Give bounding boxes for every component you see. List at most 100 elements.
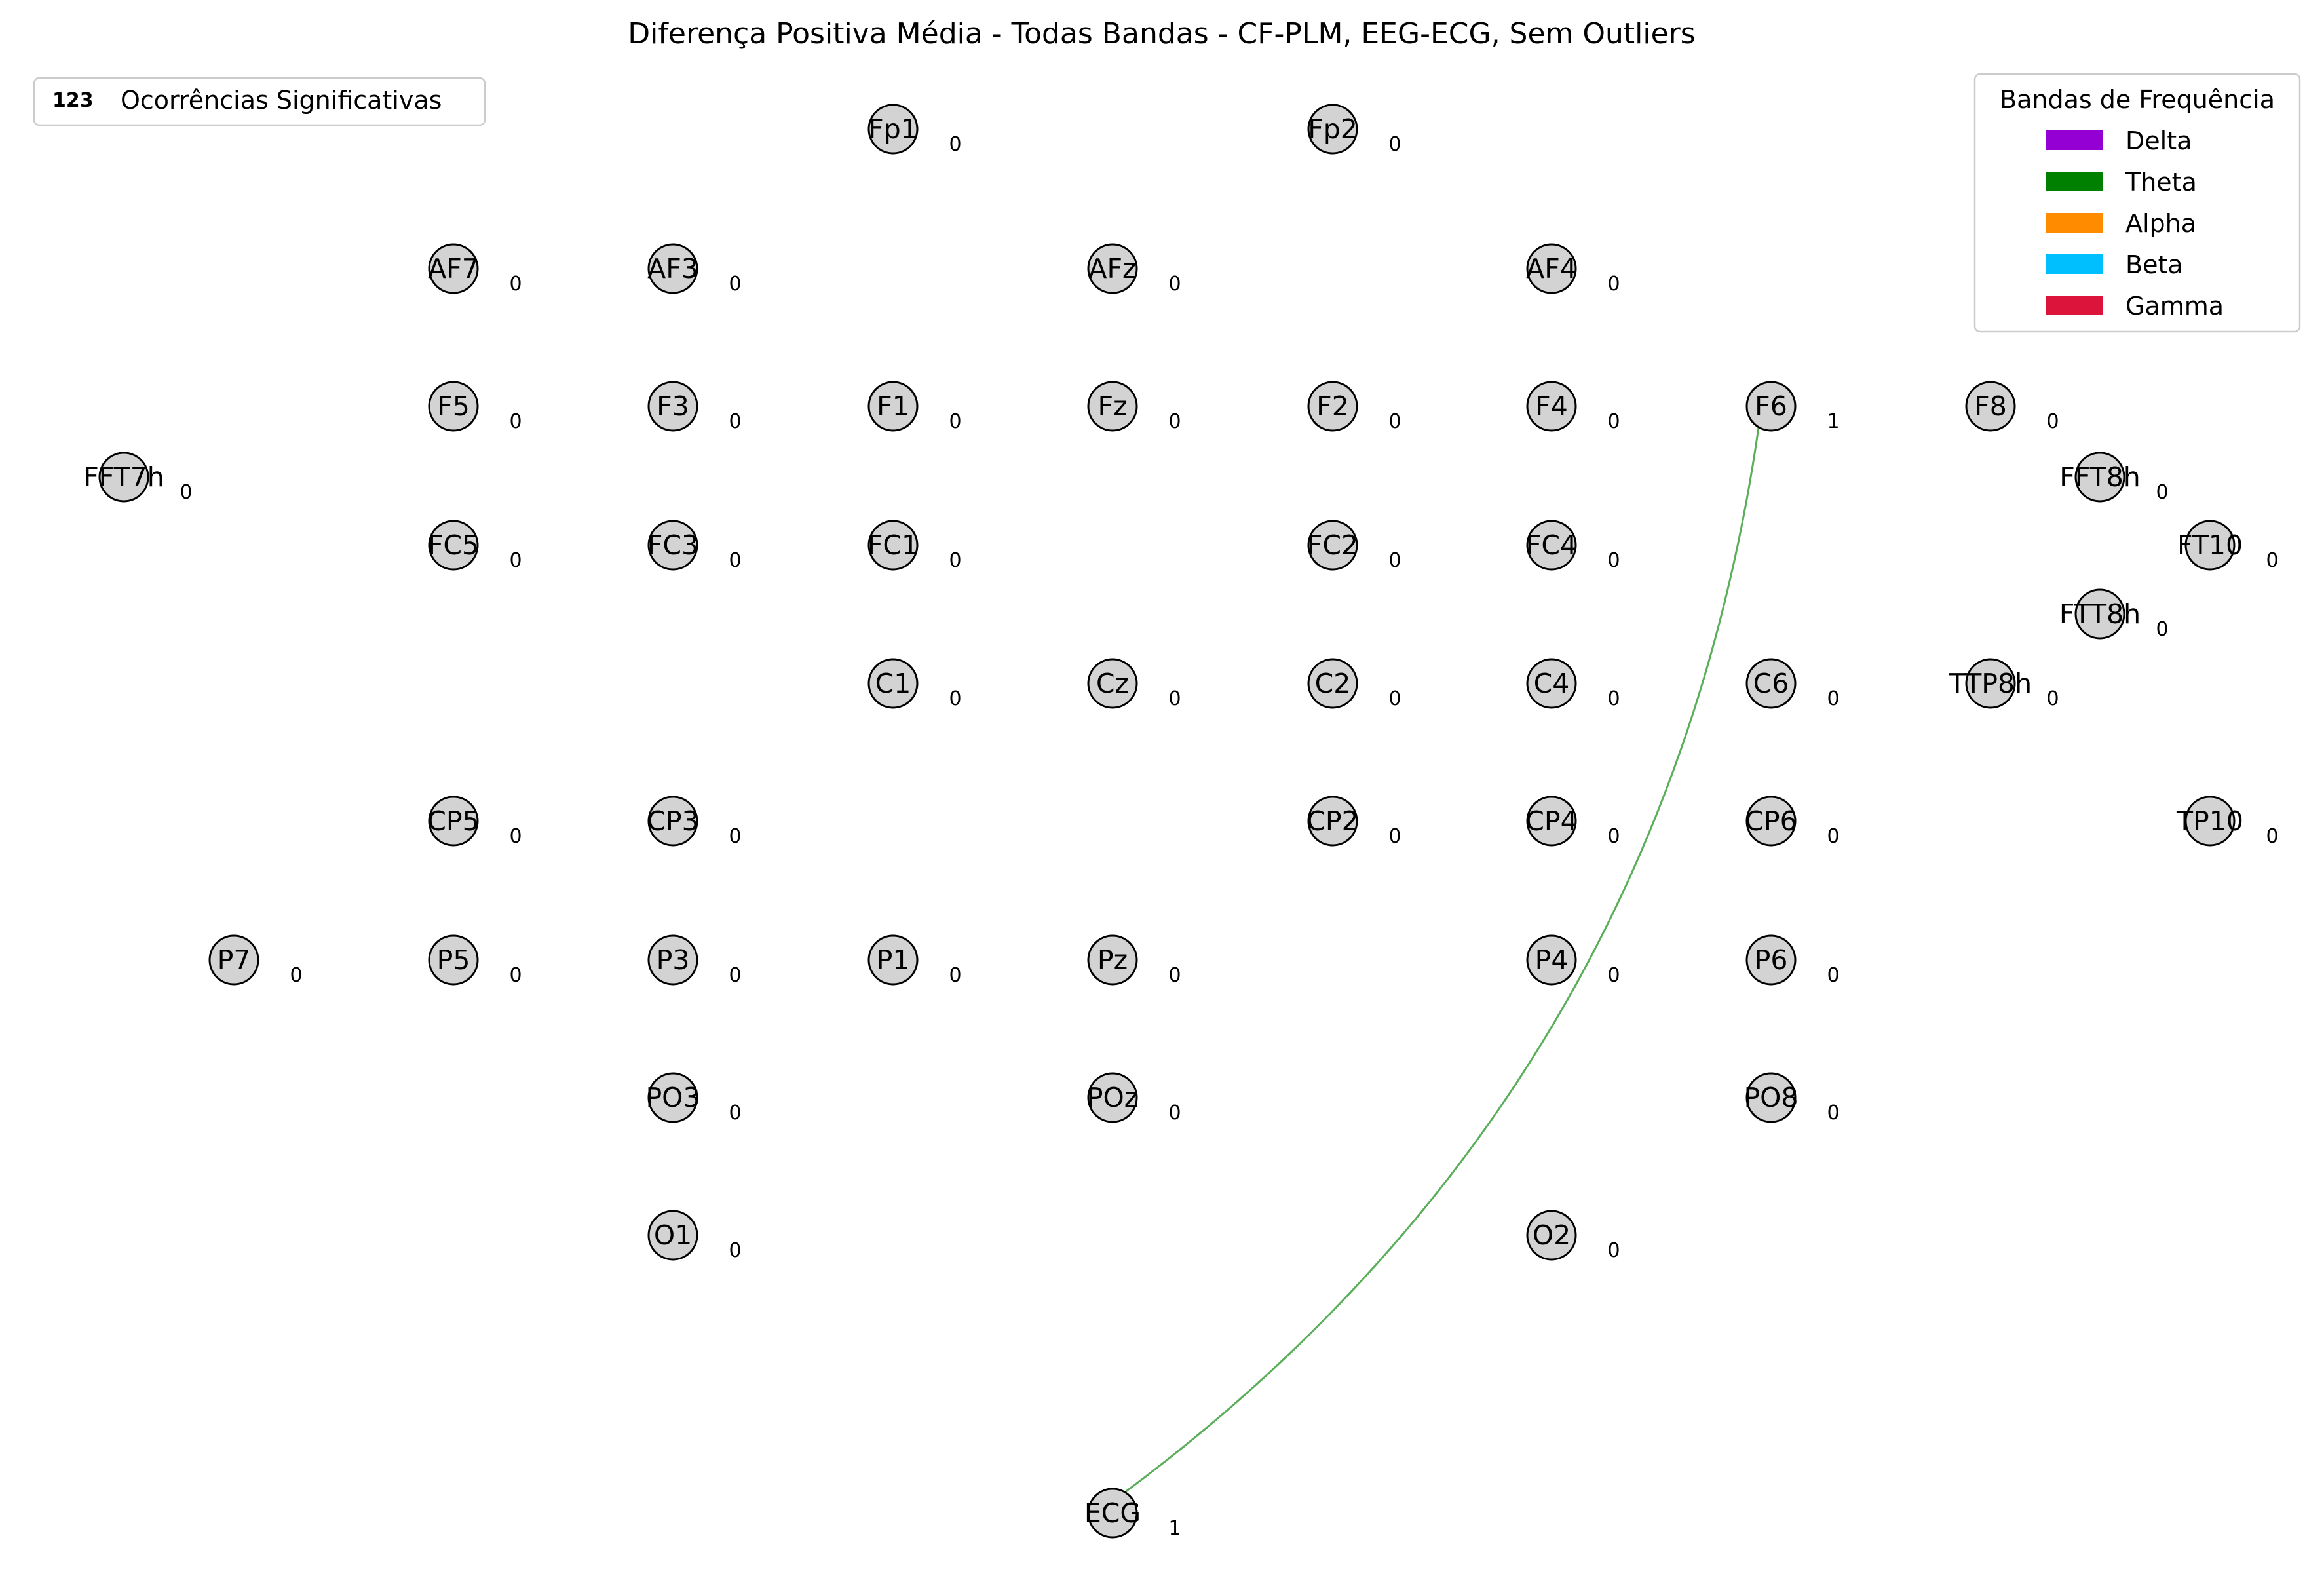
- count-legend-marker: 123: [52, 89, 94, 112]
- node-label: PO3: [645, 1082, 700, 1113]
- band-legend-item-beta: Beta: [2046, 250, 2183, 279]
- node-count: 0: [949, 133, 961, 156]
- node-label: P4: [1535, 944, 1569, 976]
- node-count: 0: [1168, 964, 1181, 987]
- node-count: 0: [2046, 410, 2059, 433]
- band-label: Beta: [2125, 250, 2183, 279]
- node-ttp8h: TTP8h 0: [1949, 658, 2059, 710]
- node-fft8h: FFT8h 0: [2059, 452, 2169, 504]
- node-circle: [428, 243, 479, 294]
- node-circle: [1526, 658, 1577, 709]
- node-label: F5: [437, 391, 470, 422]
- node-count: 0: [1607, 687, 1620, 710]
- node-count: 0: [1827, 1102, 1839, 1124]
- node-label: AF4: [1526, 253, 1577, 284]
- count-legend: 123 Ocorrências Significativas: [33, 77, 486, 126]
- node-circle: [1087, 1488, 1138, 1539]
- node-count: 1: [1168, 1517, 1181, 1540]
- band-legend-item-theta: Theta: [2046, 168, 2197, 197]
- node-fz: Fz 0: [1087, 381, 1181, 433]
- node-count: 0: [729, 410, 741, 433]
- node-count: 0: [729, 549, 741, 572]
- node-circle: [647, 1072, 698, 1123]
- node-fc2: FC2 0: [1307, 520, 1401, 572]
- node-circle: [1745, 381, 1797, 432]
- node-count: 0: [1827, 964, 1839, 987]
- node-label: FFT7h: [83, 461, 164, 493]
- node-circle: [1745, 934, 1797, 986]
- node-label: AF7: [428, 253, 479, 284]
- node-count: 0: [1168, 1102, 1181, 1124]
- node-count: 0: [1607, 410, 1620, 433]
- node-po3: PO3 0: [645, 1072, 742, 1124]
- node-po8: PO8 0: [1743, 1072, 1840, 1124]
- node-cp6: CP6 0: [1745, 796, 1840, 848]
- band-label: Alpha: [2125, 209, 2196, 238]
- node-ft10: FT10 0: [2177, 520, 2279, 572]
- node-count: 0: [1827, 825, 1839, 848]
- node-count: 0: [509, 410, 522, 433]
- node-circle: [1745, 658, 1797, 709]
- node-cp2: CP2 0: [1306, 796, 1401, 848]
- node-count: 0: [949, 549, 961, 572]
- node-ftt8h: FTT8h 0: [2059, 588, 2169, 641]
- node-c2: C2 0: [1307, 658, 1401, 710]
- node-label: F1: [877, 391, 909, 422]
- edge-ecg-f6: [1124, 427, 1760, 1493]
- node-circle: [208, 934, 259, 986]
- node-label: TTP8h: [1949, 668, 2032, 699]
- band-swatch: [2046, 296, 2103, 315]
- node-count: 0: [1607, 964, 1620, 987]
- node-label: FT10: [2177, 529, 2243, 561]
- node-count: 0: [949, 964, 961, 987]
- band-label: Delta: [2125, 126, 2192, 155]
- node-o1: O1 0: [647, 1210, 742, 1262]
- node-circle: [647, 520, 698, 571]
- node-label: Fp1: [868, 113, 918, 145]
- node-fp1: Fp1 0: [867, 104, 962, 156]
- node-count: 0: [1168, 687, 1181, 710]
- node-circle: [1526, 243, 1577, 294]
- node-fc5: FC5 0: [428, 520, 522, 572]
- node-circle: [1307, 381, 1358, 432]
- node-f4: F4 0: [1526, 381, 1620, 433]
- node-circle: [1745, 1072, 1797, 1123]
- node-count: 0: [1827, 687, 1839, 710]
- node-count: 0: [2266, 549, 2278, 572]
- node-circle: [1087, 243, 1138, 294]
- band-legend-item-delta: Delta: [2046, 126, 2192, 155]
- node-count: 0: [729, 825, 741, 848]
- node-count: 0: [729, 964, 741, 987]
- node-label: AF3: [647, 253, 698, 284]
- node-f2: F2 0: [1307, 381, 1401, 433]
- node-label: FFT8h: [2059, 461, 2141, 493]
- node-circle: [867, 381, 919, 432]
- node-circle: [2184, 796, 2236, 847]
- node-count: 0: [1607, 549, 1620, 572]
- node-o2: O2 0: [1526, 1210, 1620, 1262]
- node-label: CP6: [1745, 805, 1797, 837]
- node-af4: AF4 0: [1526, 243, 1620, 296]
- node-poz: POz 0: [1087, 1072, 1181, 1124]
- node-label: C1: [875, 668, 911, 699]
- node-circle: [1526, 796, 1577, 847]
- node-circle: [1526, 934, 1577, 986]
- node-circle: [98, 452, 149, 503]
- node-label: F3: [657, 391, 689, 422]
- node-circle: [1965, 658, 2016, 709]
- node-label: CP5: [427, 805, 479, 837]
- node-label: Pz: [1097, 944, 1128, 976]
- node-circle: [428, 796, 479, 847]
- node-label: F4: [1535, 391, 1568, 422]
- node-circle: [428, 934, 479, 986]
- band-swatch: [2046, 213, 2103, 233]
- node-count: 0: [949, 687, 961, 710]
- node-count: 0: [2046, 687, 2059, 710]
- node-afz: AFz 0: [1087, 243, 1181, 296]
- node-f3: F3 0: [647, 381, 742, 433]
- node-circle: [1087, 934, 1138, 986]
- node-circle: [1087, 1072, 1138, 1123]
- node-c4: C4 0: [1526, 658, 1620, 710]
- band-swatch: [2046, 172, 2103, 191]
- node-label: FC3: [647, 529, 698, 561]
